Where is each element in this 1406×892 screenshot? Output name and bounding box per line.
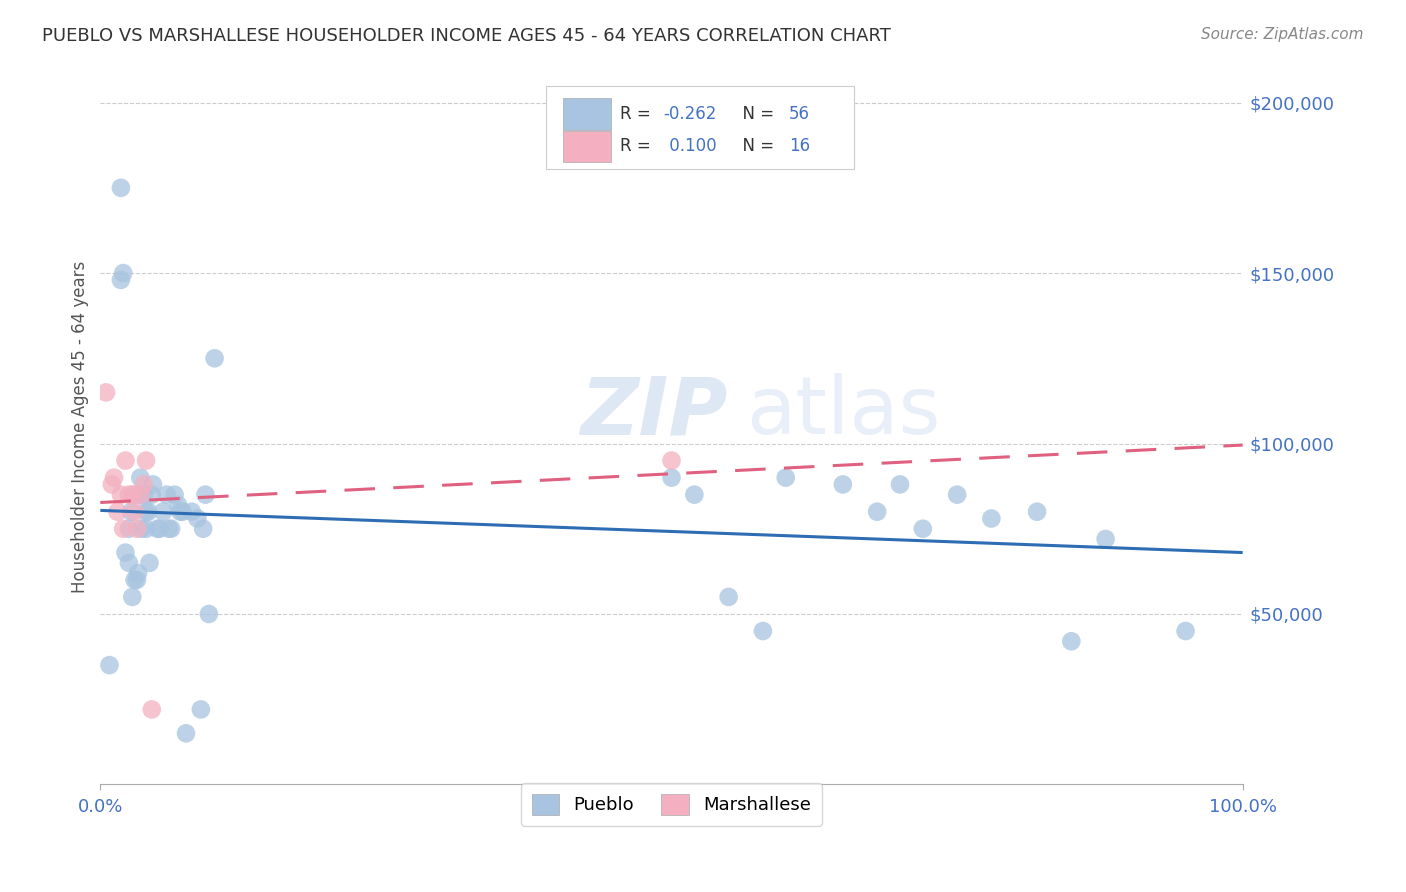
FancyBboxPatch shape: [546, 87, 855, 169]
Point: [752, 624, 775, 638]
Point: [157, 522, 180, 536]
Text: Source: ZipAtlas.com: Source: ZipAtlas.com: [1201, 27, 1364, 42]
Point: [132, 477, 155, 491]
Point: [127, 566, 149, 580]
Text: ZIP: ZIP: [581, 373, 727, 451]
Point: [110, 273, 132, 287]
Point: [174, 726, 197, 740]
Text: N =: N =: [733, 137, 779, 155]
Point: [204, 351, 226, 366]
Point: [125, 522, 148, 536]
Point: [180, 505, 202, 519]
Point: [120, 505, 142, 519]
Point: [198, 607, 221, 621]
Point: [172, 505, 194, 519]
Point: [124, 505, 146, 519]
Point: [946, 488, 969, 502]
Point: [132, 488, 155, 502]
Point: [124, 488, 146, 502]
Point: [1026, 505, 1049, 519]
Point: [131, 522, 153, 536]
Point: [661, 470, 683, 484]
FancyBboxPatch shape: [562, 130, 612, 162]
Point: [129, 488, 152, 502]
Point: [98, 658, 121, 673]
Point: [911, 522, 934, 536]
Point: [152, 505, 174, 519]
Text: R =: R =: [620, 105, 657, 123]
Point: [191, 522, 214, 536]
Point: [112, 522, 135, 536]
Point: [103, 470, 125, 484]
Point: [135, 522, 157, 536]
Point: [186, 511, 208, 525]
Point: [1060, 634, 1083, 648]
Point: [100, 477, 122, 491]
Point: [194, 488, 217, 502]
Text: PUEBLO VS MARSHALLESE HOUSEHOLDER INCOME AGES 45 - 64 YEARS CORRELATION CHART: PUEBLO VS MARSHALLESE HOUSEHOLDER INCOME…: [42, 27, 891, 45]
Point: [94, 385, 117, 400]
Point: [980, 511, 1002, 525]
Point: [1174, 624, 1197, 638]
Point: [136, 505, 159, 519]
Y-axis label: Householder Income Ages 45 - 64 years: Householder Income Ages 45 - 64 years: [72, 260, 89, 592]
Point: [142, 477, 165, 491]
Text: N =: N =: [733, 105, 779, 123]
Point: [118, 556, 141, 570]
Point: [169, 505, 191, 519]
Point: [125, 573, 148, 587]
Point: [831, 477, 853, 491]
Point: [124, 573, 146, 587]
Point: [118, 522, 141, 536]
Point: [146, 522, 169, 536]
Point: [661, 453, 683, 467]
Point: [149, 522, 172, 536]
Point: [121, 488, 143, 502]
Point: [141, 702, 163, 716]
Point: [118, 488, 141, 502]
Point: [121, 590, 143, 604]
Point: [110, 181, 132, 195]
Point: [160, 522, 183, 536]
Point: [190, 702, 212, 716]
Text: 16: 16: [789, 137, 810, 155]
Point: [129, 488, 152, 502]
Point: [135, 453, 157, 467]
Point: [167, 498, 190, 512]
Point: [114, 546, 136, 560]
Point: [1094, 532, 1116, 546]
Text: 0.100: 0.100: [664, 137, 716, 155]
Point: [717, 590, 740, 604]
Point: [155, 488, 177, 502]
Point: [107, 505, 129, 519]
Text: 56: 56: [789, 105, 810, 123]
Point: [110, 488, 132, 502]
Text: atlas: atlas: [745, 373, 941, 451]
Point: [112, 266, 135, 280]
Text: R =: R =: [620, 137, 657, 155]
Point: [775, 470, 797, 484]
Point: [114, 453, 136, 467]
Point: [135, 505, 157, 519]
Point: [866, 505, 889, 519]
Point: [141, 488, 163, 502]
FancyBboxPatch shape: [562, 98, 612, 129]
Text: -0.262: -0.262: [664, 105, 717, 123]
Point: [163, 488, 186, 502]
Legend: Pueblo, Marshallese: Pueblo, Marshallese: [522, 783, 821, 825]
Point: [889, 477, 911, 491]
Point: [683, 488, 706, 502]
Point: [129, 470, 152, 484]
Point: [138, 556, 160, 570]
